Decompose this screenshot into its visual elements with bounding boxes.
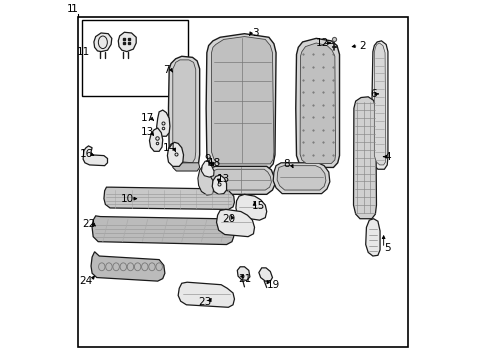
Polygon shape	[168, 56, 199, 167]
Text: 6: 6	[369, 89, 376, 99]
Polygon shape	[206, 34, 276, 170]
Text: 12: 12	[315, 38, 328, 48]
Polygon shape	[178, 282, 234, 307]
FancyBboxPatch shape	[78, 17, 407, 347]
Polygon shape	[277, 166, 325, 190]
Polygon shape	[118, 32, 136, 51]
Polygon shape	[91, 252, 164, 281]
Text: 13: 13	[140, 127, 153, 137]
Polygon shape	[208, 169, 271, 190]
Text: 19: 19	[266, 280, 279, 290]
Polygon shape	[273, 163, 329, 194]
Text: 2: 2	[359, 41, 366, 50]
Text: 22: 22	[81, 219, 95, 229]
Polygon shape	[94, 33, 112, 51]
FancyBboxPatch shape	[82, 21, 188, 96]
Polygon shape	[201, 160, 214, 177]
Text: 4: 4	[384, 152, 390, 162]
Text: 13: 13	[216, 174, 229, 184]
Text: 23: 23	[198, 297, 211, 307]
Text: 11: 11	[77, 46, 90, 57]
Text: 8: 8	[283, 159, 289, 169]
Text: 1: 1	[70, 4, 78, 14]
Polygon shape	[83, 146, 107, 166]
Polygon shape	[198, 166, 214, 195]
Polygon shape	[149, 128, 163, 151]
Polygon shape	[353, 97, 376, 219]
Polygon shape	[258, 268, 272, 281]
Text: 24: 24	[79, 276, 92, 286]
Text: 1: 1	[67, 4, 74, 14]
Text: 15: 15	[252, 201, 265, 211]
Text: 3: 3	[251, 28, 258, 38]
Polygon shape	[237, 267, 249, 280]
Text: 16: 16	[80, 149, 93, 159]
Polygon shape	[371, 41, 387, 169]
Polygon shape	[300, 43, 335, 163]
Polygon shape	[92, 216, 233, 244]
Text: 20: 20	[222, 214, 234, 224]
Polygon shape	[235, 194, 266, 220]
Polygon shape	[156, 110, 169, 136]
Polygon shape	[172, 163, 199, 171]
Polygon shape	[373, 43, 385, 165]
Polygon shape	[212, 175, 226, 194]
Text: 9: 9	[204, 154, 211, 164]
Text: 10: 10	[120, 194, 133, 204]
Text: 5: 5	[384, 243, 390, 253]
Polygon shape	[204, 166, 274, 194]
Polygon shape	[172, 60, 195, 163]
Text: 18: 18	[207, 158, 220, 168]
Polygon shape	[216, 210, 254, 237]
Polygon shape	[211, 37, 273, 164]
Text: 14: 14	[163, 143, 176, 153]
Text: 7: 7	[163, 64, 170, 75]
Polygon shape	[167, 142, 183, 166]
Text: 21: 21	[238, 274, 251, 284]
Polygon shape	[295, 39, 339, 167]
Polygon shape	[365, 219, 379, 256]
Text: 17: 17	[140, 113, 153, 123]
Polygon shape	[104, 187, 234, 210]
